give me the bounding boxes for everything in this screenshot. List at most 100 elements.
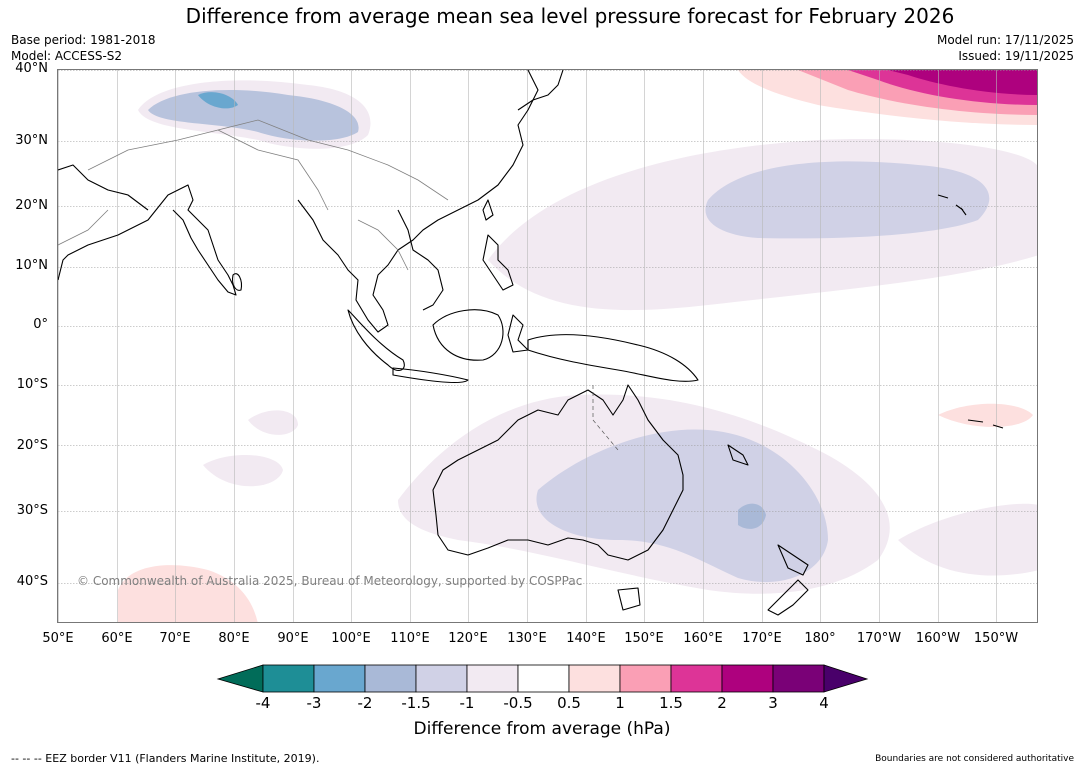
issued-date: Issued: 19/11/2025 xyxy=(958,49,1074,63)
colorbar-label-2: 2 xyxy=(717,694,727,712)
anomaly-region-australia xyxy=(536,429,828,583)
lon-label-180: 180° xyxy=(804,631,836,646)
anomaly-region-north-pacific-3 xyxy=(888,70,1037,95)
coastline-japan xyxy=(517,70,564,111)
colorbar-label-minus-3: -3 xyxy=(306,694,322,712)
coastlines xyxy=(58,70,1004,616)
colorbar-over-arrow xyxy=(823,664,869,693)
eez-legend: -- -- -- EEZ border V11 (Flanders Marine… xyxy=(11,752,320,765)
lon-label-60e: 60°E xyxy=(101,631,133,646)
anomaly-region-east-pacific xyxy=(898,503,1037,576)
coastline-southeast-asia xyxy=(297,70,539,333)
boundary-disclaimer: Boundaries are not considered authoritat… xyxy=(875,754,1074,764)
coastline-india xyxy=(58,184,237,296)
lat-label-0: 0° xyxy=(33,317,48,332)
lat-label-20s: 20°S xyxy=(16,438,48,453)
meridians xyxy=(58,70,997,622)
colorbar-label-1-5: 1.5 xyxy=(659,694,683,712)
lat-label-30n: 30°N xyxy=(15,133,48,148)
lon-label-50e: 50°E xyxy=(42,631,74,646)
colorbar-label-3: 3 xyxy=(768,694,778,712)
colorbar-bin-3 xyxy=(364,664,417,693)
map-panel xyxy=(57,69,1038,623)
colorbar-label-minus-4: -4 xyxy=(255,694,271,712)
coastline-sumatra xyxy=(347,309,405,371)
model-run: Model run: 17/11/2025 xyxy=(936,33,1074,47)
lat-label-10n: 10°N xyxy=(15,258,48,273)
colorbar-bin-1 xyxy=(262,664,315,693)
copyright-notice: © Commonwealth of Australia 2025, Bureau… xyxy=(77,574,583,588)
coastline-fiji xyxy=(967,419,1004,429)
colorbar-label-4: 4 xyxy=(819,694,829,712)
coastline-tasmania xyxy=(617,587,641,611)
coastline-australia xyxy=(432,384,684,561)
map-title: Difference from average mean sea level p… xyxy=(185,4,955,28)
anomaly-region-southwest-indian xyxy=(203,454,283,487)
coastline-borneo xyxy=(432,309,504,361)
coastline-philippines xyxy=(482,234,514,291)
anomaly-region-southern-indian xyxy=(118,565,258,622)
coastline-sri-lanka xyxy=(232,273,242,291)
meta-left: Base period: 1981-2018 Model: ACCESS-S2 xyxy=(11,32,156,64)
map-canvas xyxy=(58,70,1037,622)
eez-borders xyxy=(592,385,619,451)
coastline-sulawesi xyxy=(507,314,529,353)
model-name: Model: ACCESS-S2 xyxy=(11,49,123,63)
anomaly-region-south-pacific xyxy=(938,403,1033,428)
colorbar-label-minus-0-5: -0.5 xyxy=(503,694,533,712)
lon-label-70e: 70°E xyxy=(159,631,191,646)
colorbar-label-0-5: 0.5 xyxy=(557,694,581,712)
borders xyxy=(58,119,449,271)
colorbar-bin-7 xyxy=(568,664,621,693)
lon-label-160e: 160°E xyxy=(683,631,723,646)
colorbar-bin-8 xyxy=(619,664,672,693)
coastline-new-guinea xyxy=(527,334,699,382)
anomaly-region-tasman-core xyxy=(738,503,766,529)
lon-label-170e: 170°E xyxy=(742,631,782,646)
colorbar-under-arrow xyxy=(216,664,264,693)
colorbar-bin-5 xyxy=(466,664,519,693)
colorbar-bin-11 xyxy=(772,664,825,693)
lon-label-160w: 160°W xyxy=(915,631,961,646)
colorbar-label-1: 1 xyxy=(615,694,625,712)
colorbar-title: Difference from average (hPa) xyxy=(413,719,671,739)
colorbar-bin-6 xyxy=(517,664,570,693)
colorbar-bin-2 xyxy=(313,664,366,693)
lon-label-130e: 130°E xyxy=(507,631,547,646)
lat-label-20n: 20°N xyxy=(15,198,48,213)
base-period: Base period: 1981-2018 xyxy=(11,33,156,47)
lon-label-100e: 100°E xyxy=(331,631,371,646)
lat-label-40n: 40°N xyxy=(15,61,48,76)
colorbar-bin-9 xyxy=(670,664,723,693)
lat-label-40s: 40°S xyxy=(16,574,48,589)
lon-label-150e: 150°E xyxy=(624,631,664,646)
lon-label-80e: 80°E xyxy=(218,631,250,646)
colorbar-bin-10 xyxy=(721,664,774,693)
anomaly-region-himalaya-peak xyxy=(198,92,238,109)
lon-label-140e: 140°E xyxy=(566,631,606,646)
coastline-arabia xyxy=(58,164,149,211)
coastline-hawaii xyxy=(937,194,967,216)
meta-right: Model run: 17/11/2025 Issued: 19/11/2025 xyxy=(937,32,1074,64)
lon-label-120e: 120°E xyxy=(448,631,488,646)
coastline-new-zealand-south xyxy=(767,579,809,616)
coastline-new-zealand-north xyxy=(777,544,809,576)
lon-label-170w: 170°W xyxy=(856,631,902,646)
lon-label-150w: 150°W xyxy=(973,631,1019,646)
colorbar-bin-4 xyxy=(415,664,468,693)
coastline-indochina xyxy=(397,209,444,311)
anomaly-shading xyxy=(118,70,1037,622)
colorbar xyxy=(216,664,869,693)
lon-label-90e: 90°E xyxy=(277,631,309,646)
coastline-new-caledonia xyxy=(727,444,749,466)
colorbar-label-minus-1: -1 xyxy=(459,694,475,712)
colorbar-label-minus-1-5: -1.5 xyxy=(401,694,431,712)
coastline-java xyxy=(392,367,469,384)
colorbar-label-minus-2: -2 xyxy=(357,694,373,712)
lon-label-110e: 110°E xyxy=(390,631,430,646)
anomaly-region-hawaii xyxy=(705,161,990,239)
lat-label-30s: 30°S xyxy=(16,503,48,518)
lat-label-10s: 10°S xyxy=(16,377,48,392)
anomaly-region-indian-ocean xyxy=(248,410,298,435)
anomaly-region-himalaya-core xyxy=(148,90,359,141)
